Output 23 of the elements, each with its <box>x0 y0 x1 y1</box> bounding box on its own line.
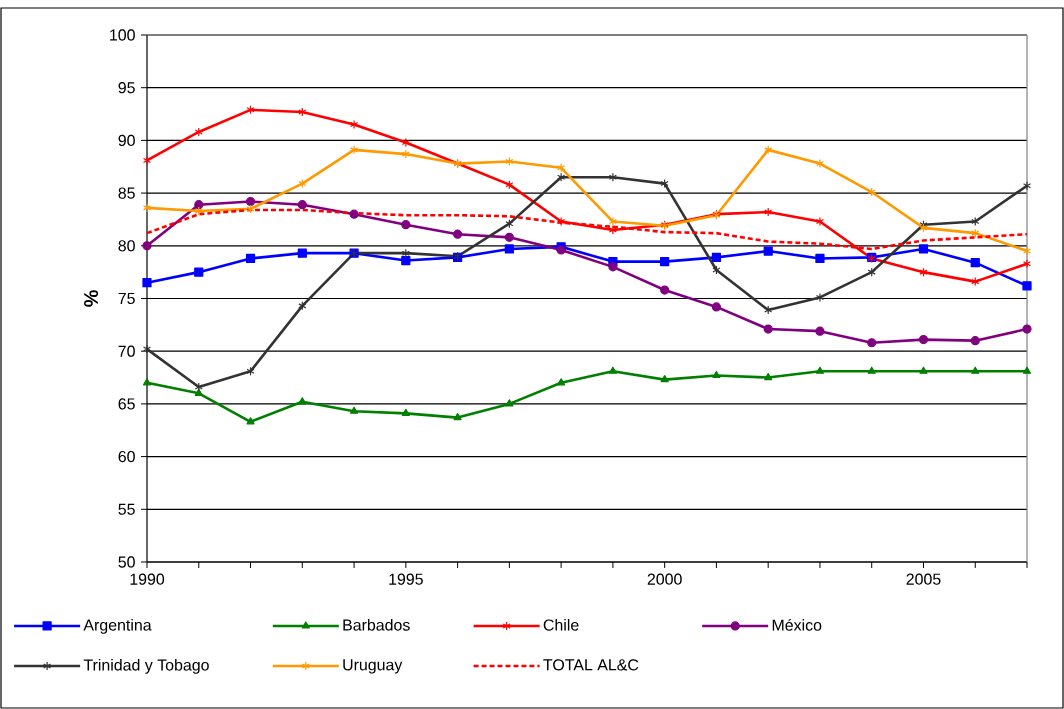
legend-label: Uruguay <box>343 659 403 674</box>
x-tick-label: 1990 <box>130 573 165 585</box>
y-tick-label: 85 <box>118 187 135 199</box>
y-tick-label: 80 <box>118 240 135 252</box>
legend-label: Argentina <box>83 618 152 634</box>
y-tick-label: 65 <box>118 398 135 410</box>
y-axis-title: % <box>84 290 99 307</box>
y-tick-label: 70 <box>118 345 135 357</box>
y-tick-label: 90 <box>118 134 135 147</box>
legend-label: Barbados <box>343 618 410 631</box>
x-tick-label: 1995 <box>389 573 423 585</box>
legend-label: TOTAL AL&C <box>543 659 639 671</box>
x-tick-label: 2005 <box>906 573 941 585</box>
y-tick-label: 100 <box>110 29 135 41</box>
legend-label: Trinidad y Tobago <box>83 659 209 674</box>
y-tick-label: 75 <box>118 292 135 305</box>
x-tick-label: 2000 <box>647 573 682 585</box>
legend-label: Chile <box>543 618 579 631</box>
y-tick-label: 55 <box>118 503 135 515</box>
y-tick-label: 95 <box>118 82 135 94</box>
y-tick-label: 60 <box>118 450 135 463</box>
y-tick-label: 50 <box>118 556 135 568</box>
legend-label: México <box>772 618 822 631</box>
